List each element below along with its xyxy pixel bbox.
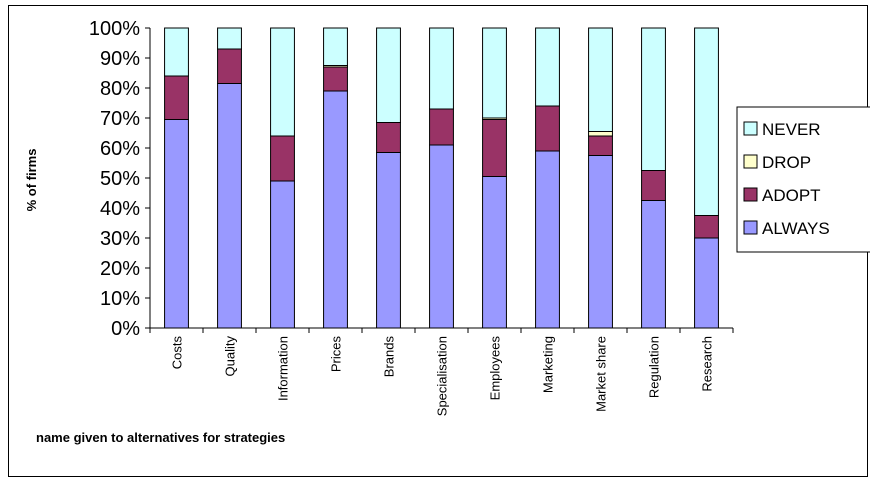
x-tick-label: Research — [700, 336, 715, 392]
bar-segment-never — [535, 27, 560, 107]
x-tick-label: Specialisation — [435, 336, 450, 416]
bar-segment-always — [482, 176, 507, 329]
bar-segment-adopt — [482, 119, 507, 177]
x-axis-title: name given to alternatives for strategie… — [36, 430, 285, 445]
bar-segment-never — [270, 27, 295, 137]
bar-segment-never — [429, 27, 454, 110]
bar-segment-adopt — [535, 105, 560, 152]
bar-segment-adopt — [641, 170, 666, 201]
y-tick-label: 80% — [100, 78, 140, 100]
bar-segment-never — [217, 27, 242, 50]
x-axis: Costs Quality Information Prices Brands Speci… — [149, 327, 734, 416]
bar-segment-adopt — [429, 108, 454, 146]
y-tick-label: 30% — [100, 228, 140, 250]
bar-segment-adopt — [270, 135, 295, 182]
legend-swatch-always — [743, 220, 758, 235]
x-tick-label: Regulation — [647, 336, 662, 398]
bar-segment-always — [429, 144, 454, 329]
x-tick-label: Marketing — [541, 336, 556, 393]
legend: NEVER DROP ADOPT ALWAYS — [736, 106, 870, 253]
x-tick-label: Employees — [488, 336, 503, 401]
bar-segment-adopt — [694, 215, 719, 239]
y-tick-label: 70% — [100, 108, 140, 130]
bar-segment-always — [376, 152, 401, 329]
bar-segment-always — [535, 150, 560, 329]
bar-segment-never — [588, 27, 613, 132]
bar-segment-always — [217, 83, 242, 329]
x-tick-label: Market share — [594, 336, 609, 412]
legend-swatch-adopt — [743, 187, 758, 202]
legend-swatch-drop — [743, 154, 758, 169]
bar-segment-adopt — [588, 135, 613, 156]
bar-segment-always — [270, 180, 295, 329]
bar-segment-drop — [588, 131, 613, 137]
bar-segment-always — [641, 200, 666, 329]
bar-segment-always — [323, 90, 348, 329]
x-tick-label: Brands — [382, 336, 397, 378]
x-tick-label: Quality — [223, 336, 238, 377]
bars — [164, 27, 719, 329]
legend-label-adopt: ADOPT — [762, 186, 821, 205]
legend-box — [736, 106, 870, 253]
legend-label-always: ALWAYS — [762, 219, 830, 238]
bar-segment-adopt — [217, 48, 242, 84]
legend-swatch-never — [743, 121, 758, 136]
x-tick-label: Costs — [170, 336, 185, 370]
bar-segment-always — [164, 119, 189, 329]
bar-segment-adopt — [323, 66, 348, 92]
y-tick-label: 40% — [100, 198, 140, 220]
bar-segment-never — [641, 27, 666, 171]
bar-segment-never — [694, 27, 719, 216]
y-tick-label: 90% — [100, 48, 140, 70]
bar-segment-always — [588, 155, 613, 329]
bar-segment-always — [694, 237, 719, 329]
y-tick-label: 20% — [100, 258, 140, 280]
y-axis-title: % of firms — [24, 149, 39, 212]
y-tick-label: 100% — [89, 18, 140, 40]
bar-segment-never — [376, 27, 401, 123]
x-tick-label: Information — [276, 336, 291, 401]
y-tick-label: 60% — [100, 138, 140, 160]
legend-label-drop: DROP — [762, 153, 811, 172]
y-tick-label: 10% — [100, 288, 140, 310]
y-tick-label: 0% — [111, 318, 140, 340]
x-tick-label: Prices — [329, 336, 344, 373]
bar-segment-never — [323, 27, 348, 66]
bar-segment-adopt — [164, 75, 189, 120]
bar-segment-never — [482, 27, 507, 119]
y-axis: 0% 10% 20% 30% 40% 50% 60% 70% 80% 90% 100% — [89, 18, 151, 340]
y-tick-label: 50% — [100, 168, 140, 190]
bar-segment-adopt — [376, 122, 401, 153]
bar-segment-never — [164, 27, 189, 77]
legend-label-never: NEVER — [762, 120, 821, 139]
